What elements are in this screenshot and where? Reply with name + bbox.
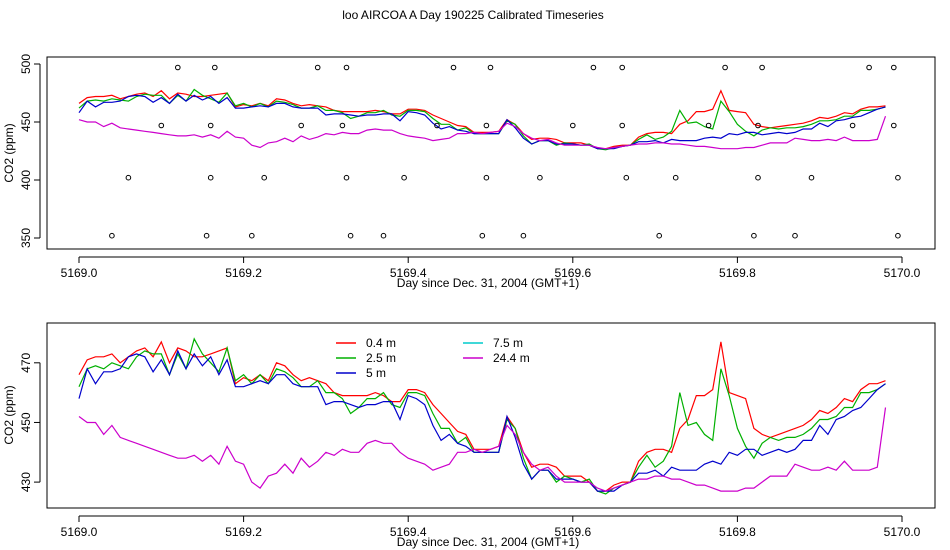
- calibration-point: [623, 174, 630, 181]
- calibration-point: [792, 232, 798, 239]
- plot-frame-top: [46, 56, 936, 250]
- calibration-point: [537, 174, 543, 181]
- calibration-point: [759, 64, 765, 71]
- y-tick-label-bottom: 430: [19, 472, 33, 492]
- x-tick-label-top: 5169.4: [390, 266, 427, 280]
- y-tick-label-top: 400: [19, 170, 33, 190]
- calibration-point: [158, 122, 165, 129]
- calibration-point: [207, 174, 214, 181]
- calibration-point: [570, 122, 576, 129]
- legend-label-7-5-m: 7.5 m: [493, 336, 523, 350]
- x-tick-label-top: 5169.6: [554, 266, 591, 280]
- calibration-point: [705, 122, 712, 129]
- y-tick-label-bottom: 470: [19, 352, 33, 372]
- calibration-point: [866, 64, 872, 71]
- series-line-0-4-m: [78, 340, 886, 492]
- calibration-point: [401, 174, 407, 181]
- calibration-point: [343, 174, 350, 181]
- x-tick-label-bottom: 5169.2: [225, 525, 262, 539]
- calibration-point: [722, 64, 728, 71]
- calibration-point: [298, 122, 305, 129]
- axes-top: 5169.0 5169.2 5169.4 5169.6 5169.8 5170.0 350 4…: [19, 54, 921, 280]
- x-axis-label-bottom: Day since Dec. 31, 2004 (GMT+1): [397, 535, 579, 549]
- panel-bottom: 5169.0 5169.2 5169.4 5169.6 5169.8 5170.0 430 4…: [2, 322, 936, 549]
- calibration-point: [483, 122, 490, 129]
- y-tick-label-top: 350: [19, 228, 33, 248]
- calibration-point: [479, 232, 486, 239]
- calibration-point: [203, 232, 210, 239]
- calibration-point: [808, 174, 815, 181]
- x-tick-label-bottom: 5169.0: [61, 525, 98, 539]
- legend-label-0-4-m: 0.4 m: [366, 336, 396, 350]
- panel-top: 5169.0 5169.2 5169.4 5169.6 5169.8 5170.0 350 4…: [2, 54, 936, 290]
- x-tick-label-top: 5169.0: [61, 266, 98, 280]
- calibration-point: [483, 174, 490, 181]
- marks-top: [78, 64, 901, 239]
- calibration-point: [249, 232, 255, 239]
- axes-bottom: 5169.0 5169.2 5169.4 5169.6 5169.8 5170.0 430 4…: [19, 352, 921, 539]
- calibration-point: [755, 122, 761, 129]
- calibration-point: [590, 64, 597, 71]
- series-line-5-m: [78, 349, 886, 492]
- calibration-point: [891, 64, 897, 71]
- x-tick-label-bottom: 5170.0: [884, 525, 921, 539]
- series-line-24-4-m: [78, 407, 887, 492]
- y-tick-label-top: 500: [19, 54, 33, 74]
- calibration-point: [175, 64, 181, 71]
- legend-label-5-m: 5 m: [366, 366, 386, 380]
- calibration-point: [212, 64, 218, 71]
- series-line-0-4-m: [78, 89, 886, 150]
- calibration-point: [314, 64, 321, 71]
- calibration-point: [619, 122, 626, 129]
- calibration-point: [487, 64, 494, 71]
- x-axis-label-top: Day since Dec. 31, 2004 (GMT+1): [397, 276, 579, 290]
- y-axis-label-bottom: CO2 (ppm): [2, 385, 16, 444]
- y-tick-label-bottom: 450: [19, 412, 33, 432]
- y-axis-label-top: CO2 (ppm): [2, 123, 16, 182]
- calibration-point: [339, 122, 346, 129]
- figure-title: loo AIRCOA A Day 190225 Calibrated Times…: [342, 8, 603, 22]
- marks-bottom: [78, 337, 887, 495]
- series-line-24-4-m: [78, 116, 887, 150]
- calibration-point: [343, 64, 350, 71]
- x-tick-label-bottom: 5169.6: [554, 525, 591, 539]
- legend-label-24-4-m: 24.4 m: [493, 351, 530, 365]
- legend: 0.4 m2.5 m5 m 7.5 m24.4 m: [336, 336, 530, 380]
- y-tick-label-top: 450: [19, 112, 33, 132]
- calibration-point: [751, 232, 757, 239]
- series-line-5-m: [78, 93, 886, 150]
- calibration-point: [520, 232, 527, 239]
- calibration-point: [891, 122, 897, 129]
- calibration-point: [434, 122, 440, 129]
- calibration-point: [125, 174, 132, 181]
- calibration-point: [895, 174, 901, 181]
- calibration-point: [109, 232, 115, 239]
- calibration-point: [656, 232, 663, 239]
- calibration-point: [380, 232, 387, 239]
- calibration-point: [755, 174, 761, 181]
- calibration-point: [672, 174, 679, 181]
- x-tick-label-top: 5170.0: [884, 266, 921, 280]
- calibration-point: [207, 122, 214, 129]
- calibration-point: [849, 122, 856, 129]
- x-tick-label-bottom: 5169.8: [719, 525, 756, 539]
- x-tick-label-bottom: 5169.4: [390, 525, 427, 539]
- x-tick-label-top: 5169.2: [225, 266, 262, 280]
- legend-label-2-5-m: 2.5 m: [366, 351, 396, 365]
- calibration-point: [347, 232, 354, 239]
- x-tick-label-top: 5169.8: [719, 266, 756, 280]
- plot-frame-bottom: [46, 322, 936, 509]
- calibration-point: [450, 64, 457, 71]
- calibration-point: [895, 232, 901, 239]
- calibration-point: [619, 64, 626, 71]
- calibration-point: [261, 174, 268, 181]
